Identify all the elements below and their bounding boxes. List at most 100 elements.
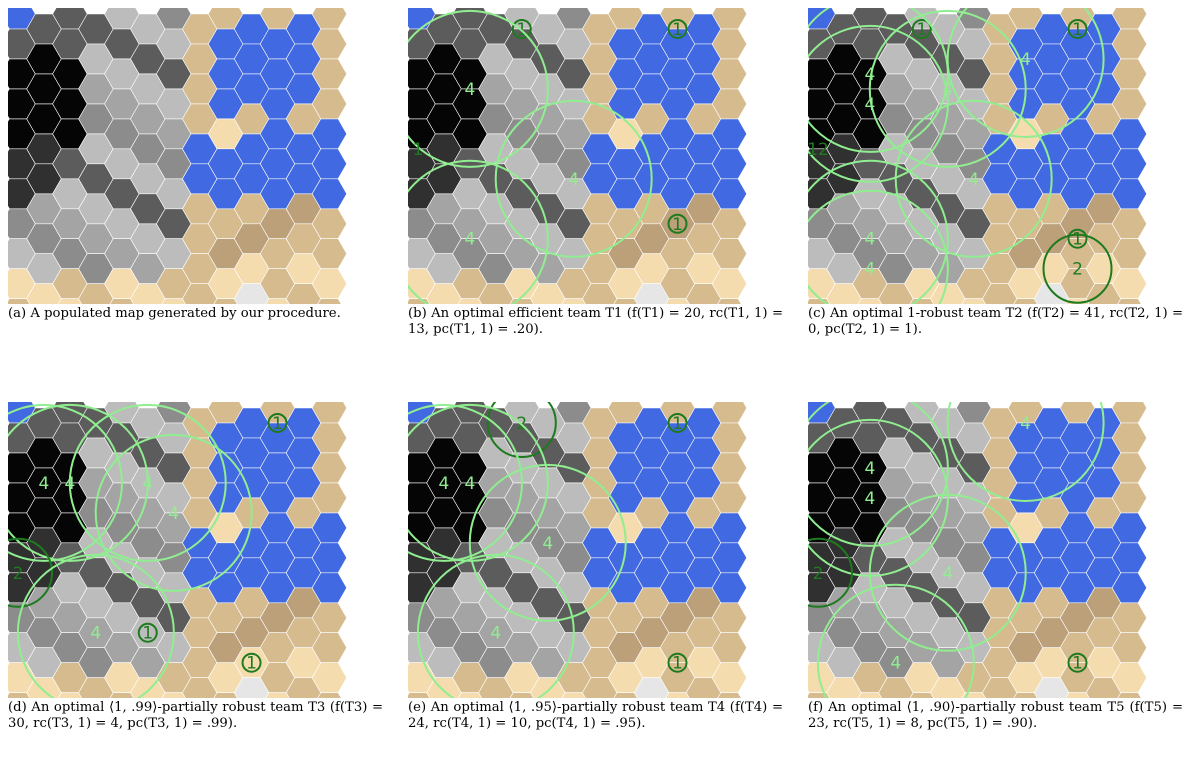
agent-count-label: 4 xyxy=(168,504,179,524)
agent-count-label: 4 xyxy=(1020,50,1031,70)
coverage-circle xyxy=(408,403,549,562)
coverage-circle xyxy=(808,402,949,547)
panel-f: 4 4 4 4 2 4 1 xyxy=(808,402,1176,698)
agent-count-label: 4 xyxy=(864,95,875,115)
panel-d: 1444424111 xyxy=(8,402,376,698)
agent-ring xyxy=(911,18,932,39)
caption-text: An optimal ⟨1, .95⟩-partially robust tea… xyxy=(408,700,783,731)
caption-label: (c) xyxy=(808,306,826,321)
agent-ring xyxy=(667,652,688,673)
coverage-circle xyxy=(16,553,175,698)
coverage-circle xyxy=(8,537,53,608)
hex-cell xyxy=(317,692,342,698)
agent-count-label: 4 xyxy=(864,459,875,479)
agent-count-label: 1 xyxy=(1072,20,1083,40)
agent-ring xyxy=(667,412,688,433)
agent-ring xyxy=(511,18,532,39)
agent-count-label: 2 xyxy=(13,564,24,584)
caption-text: A populated map generated by our procedu… xyxy=(26,306,341,321)
agent-count-label: 2 xyxy=(1072,260,1083,280)
agent-ring xyxy=(267,412,288,433)
agent-count-label: 4 xyxy=(39,474,50,494)
coverage-circle xyxy=(68,403,227,562)
hex-map-f: 4 4 4 4 2 4 1 xyxy=(808,402,1148,698)
agent-count-label: 1 xyxy=(1072,230,1083,250)
hex-cell xyxy=(1117,298,1142,304)
agent-count-label: 1 xyxy=(246,654,257,674)
agent-count-label: 4 xyxy=(890,654,901,674)
coverage-circle xyxy=(408,9,549,168)
agent-count-label: 4 xyxy=(542,534,553,554)
coverage-circle xyxy=(408,403,523,562)
coverage-circle xyxy=(808,8,949,153)
hex-cell xyxy=(717,692,742,698)
caption-label: (b) xyxy=(408,306,427,321)
coverage-circle xyxy=(486,402,557,458)
coverage-circle xyxy=(868,493,1027,652)
agent-count-label: 4 xyxy=(864,489,875,509)
hex-cell xyxy=(317,298,342,304)
hex-cell xyxy=(1117,692,1142,698)
agent-count-label: 1 xyxy=(672,414,683,434)
agent-count-label: 4 xyxy=(90,624,101,644)
caption-d: (d) An optimal ⟨1, .99⟩-partially robust… xyxy=(8,700,383,732)
hex-map-a xyxy=(8,8,348,304)
coverage-circle xyxy=(8,403,149,562)
agent-count-label: 4 xyxy=(568,170,579,190)
agent-count-label: 2 xyxy=(813,564,824,584)
agent-count-label: 4 xyxy=(464,80,475,100)
agent-ring xyxy=(1067,652,1088,673)
caption-e: (e) An optimal ⟨1, .95⟩-partially robust… xyxy=(408,700,783,732)
coverage-circle xyxy=(416,553,575,698)
caption-label: (a) xyxy=(8,306,27,321)
coverage-circle xyxy=(1042,233,1113,304)
agent-count-label: 1 xyxy=(142,624,153,644)
caption-f: (f) An optimal ⟨1, .90⟩-partially robust… xyxy=(808,700,1183,732)
coverage-circle xyxy=(94,433,253,592)
coverage-circle xyxy=(868,9,1027,168)
caption-text: An optimal 1-robust team T2 (f(T2) = 41,… xyxy=(808,306,1183,337)
agent-count-label: 1 xyxy=(672,654,683,674)
caption-text: An optimal ⟨1, .99⟩-partially robust tea… xyxy=(8,700,383,731)
agent-ring xyxy=(667,18,688,39)
agent-count-label: 4 xyxy=(1020,414,1031,434)
agent-ring xyxy=(1067,18,1088,39)
caption-text: An optimal efficient team T1 (f(T1) = 20… xyxy=(408,306,783,337)
agent-count-label: 4 xyxy=(864,260,875,280)
coverage-circle xyxy=(808,537,853,608)
agent-count-label: 4 xyxy=(142,474,153,494)
agent-count-label: 4 xyxy=(942,564,953,584)
coverage-circle xyxy=(946,8,1105,138)
agent-count-label: 4 xyxy=(864,230,875,250)
agent-count-label: 1 xyxy=(1072,654,1083,674)
agent-count-label: 1 xyxy=(672,215,683,235)
coverage-circle xyxy=(468,463,627,622)
agent-ring xyxy=(137,622,158,643)
coverage-circle xyxy=(894,99,1053,258)
agent-count-label: 4 xyxy=(968,170,979,190)
agent-count-label: 1 xyxy=(672,20,683,40)
caption-b: (b) An optimal efficient team T1 (f(T1) … xyxy=(408,306,783,338)
agent-count-label: 1 xyxy=(916,20,927,40)
hex-map-d: 1444424111 xyxy=(8,402,348,698)
coverage-circle xyxy=(8,403,123,562)
agent-count-label: 1 xyxy=(413,140,424,160)
caption-text: An optimal ⟨1, .90⟩-partially robust tea… xyxy=(808,700,1183,731)
caption-a: (a) A populated map generated by our pro… xyxy=(8,306,383,322)
caption-c: (c) An optimal 1-robust team T2 (f(T2) =… xyxy=(808,306,1183,338)
caption-label: (e) xyxy=(408,700,427,715)
coverage-circle xyxy=(808,159,949,304)
coverage-circle xyxy=(816,583,975,698)
coverage-circle xyxy=(808,24,949,183)
agent-ring xyxy=(241,652,262,673)
agent-count-label: 4 xyxy=(439,474,450,494)
agent-count-label: 12 xyxy=(808,140,829,160)
coverage-circle xyxy=(494,99,653,258)
coverage-circle xyxy=(408,159,549,304)
agent-count-label: 4 xyxy=(464,230,475,250)
